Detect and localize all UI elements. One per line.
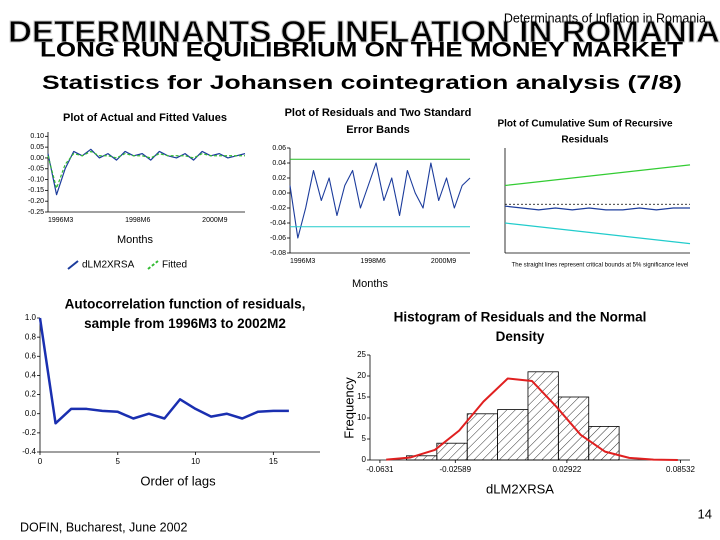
y-tick-label: 0.6 [25, 351, 37, 360]
y-tick-label: 15 [357, 392, 366, 401]
watermark: DETERMINANTS OF INFLATION IN ROMANIA [8, 14, 720, 49]
slide-title: LONG RUN EQUILIBRIUM ON THE MONEY MARKET [40, 39, 683, 62]
series-line [38, 317, 289, 425]
page-number: 14 [698, 506, 712, 521]
footer: DOFIN, Bucharest, June 2002 [20, 520, 187, 534]
bar [497, 409, 529, 461]
series-line [47, 148, 246, 196]
y-tick-label: 10 [357, 413, 366, 422]
y-tick-label: 0.2 [25, 390, 37, 399]
y-tick-label: -0.20 [28, 198, 44, 205]
y-tick-label: -0.4 [22, 447, 36, 456]
x-tick-label: 5 [116, 457, 121, 466]
x-tick-label: 1998M6 [125, 217, 150, 224]
legend-swatch [67, 260, 79, 270]
x-axis-label: Order of lags [140, 473, 216, 488]
y-tick-label: 0.00 [30, 155, 44, 162]
series-line [504, 164, 691, 187]
y-tick-label: 0.4 [25, 371, 37, 380]
chart-title: Residuals [561, 135, 609, 146]
y-tick-label: -0.05 [28, 166, 44, 173]
chart-title: Plot of Residuals and Two Standard [285, 107, 472, 119]
x-tick-label: 2000M9 [431, 258, 456, 265]
x-tick-label: 1996M3 [48, 217, 73, 224]
bar [466, 413, 498, 461]
y-tick-label: -0.15 [28, 187, 44, 194]
x-tick-label: 0 [38, 457, 43, 466]
x-axis-label: dLM2XRSA [486, 481, 554, 496]
x-axis-label: Months [352, 278, 389, 290]
y-tick-label: 0.10 [30, 133, 44, 140]
x-axis-label: Months [117, 234, 154, 246]
y-tick-label: 25 [357, 350, 366, 359]
series-line [504, 205, 690, 211]
chart-note: The straight lines represent critical bo… [512, 263, 689, 269]
legend-label: dLM2XRSA [82, 260, 135, 271]
density-curve [386, 377, 678, 461]
y-tick-label: -0.06 [270, 235, 286, 242]
x-tick-label: 0.02922 [552, 465, 581, 474]
y-tick-label: 0.06 [272, 145, 286, 152]
y-tick-label: 0.04 [272, 160, 286, 167]
y-axis-label: Frequency [341, 377, 356, 439]
y-tick-label: 0 [362, 455, 367, 464]
slide-subtitle: Statistics for Johansen cointegration an… [42, 73, 682, 94]
x-tick-label: -0.0631 [366, 465, 394, 474]
y-tick-label: 1.0 [25, 313, 37, 322]
legend-label: Fitted [162, 260, 187, 271]
y-tick-label: -0.08 [270, 250, 286, 257]
y-tick-label: 0.05 [30, 144, 44, 151]
y-tick-label: 0.02 [272, 175, 286, 182]
legend-swatch [147, 260, 159, 270]
chart-title: Autocorrelation function of residuals, [65, 297, 306, 312]
x-tick-label: -0.02589 [439, 465, 471, 474]
bar [557, 396, 590, 461]
y-tick-label: 0.00 [272, 190, 286, 197]
x-tick-label: 10 [191, 457, 200, 466]
y-tick-label: -0.25 [28, 209, 44, 216]
y-tick-label: -0.2 [22, 428, 36, 437]
y-tick-label: -0.02 [270, 205, 286, 212]
header: Determinants of Inflation in Romania [504, 11, 706, 25]
y-tick-label: -0.10 [28, 176, 44, 183]
y-tick-label: 0.8 [25, 332, 37, 341]
chart-title: Error Bands [346, 124, 410, 136]
chart-title: sample from 1996M3 to 2002M2 [84, 316, 286, 331]
series-line [289, 162, 471, 239]
series-line [504, 222, 691, 245]
y-tick-label: 5 [362, 434, 367, 443]
x-tick-label: 15 [269, 457, 278, 466]
bar [527, 371, 559, 461]
chart-title: Plot of Cumulative Sum of Recursive [497, 119, 672, 130]
x-tick-label: 0.08532 [666, 465, 695, 474]
chart-title: Histogram of Residuals and the Normal [394, 310, 647, 325]
chart-title: Plot of Actual and Fitted Values [63, 112, 227, 124]
y-tick-label: 0.0 [25, 409, 37, 418]
x-tick-label: 1998M6 [360, 258, 385, 265]
y-tick-label: -0.04 [270, 220, 286, 227]
y-tick-label: 20 [357, 371, 366, 380]
chart-title: Density [496, 329, 545, 344]
x-tick-label: 1996M3 [290, 258, 315, 265]
x-tick-label: 2000M9 [202, 217, 227, 224]
